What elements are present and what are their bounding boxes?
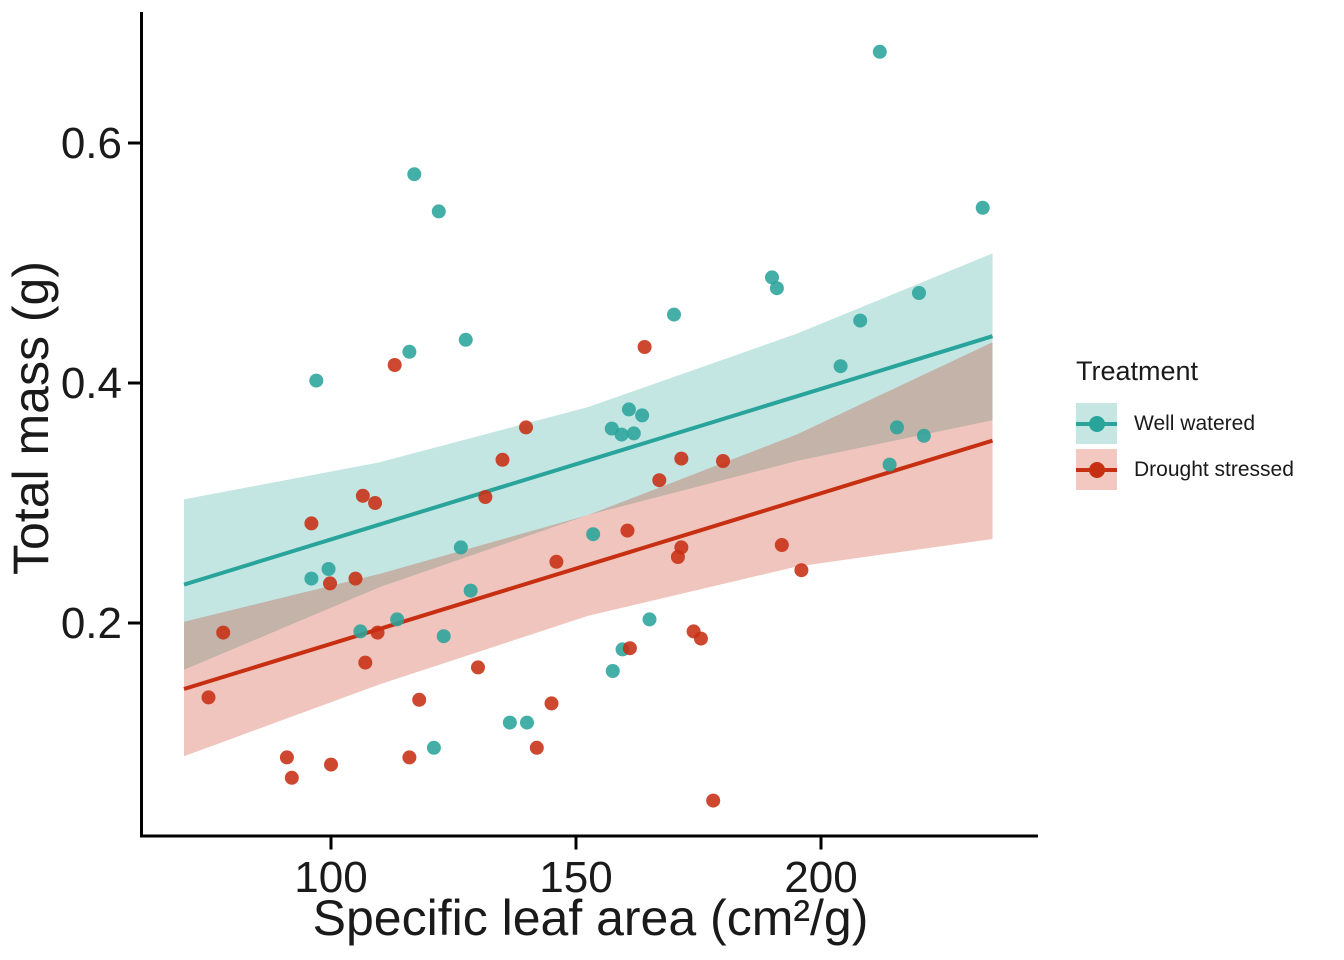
data-point-well-watered <box>889 420 904 435</box>
x-tick-label: 150 <box>539 853 612 902</box>
data-point-drought-stressed <box>674 451 689 466</box>
data-point-well-watered <box>463 583 478 598</box>
data-point-drought-stressed <box>529 740 544 755</box>
data-point-drought-stressed <box>402 750 417 765</box>
data-point-well-watered <box>853 313 868 328</box>
legend-label-drought-stressed: Drought stressed <box>1134 457 1294 481</box>
data-point-well-watered <box>975 200 990 215</box>
data-point-well-watered <box>304 571 319 586</box>
data-point-drought-stressed <box>652 473 667 488</box>
data-point-drought-stressed <box>706 793 721 808</box>
y-tick-label: 0.4 <box>61 359 122 408</box>
data-point-well-watered <box>458 332 473 347</box>
legend-key-drought-stressed <box>1076 449 1117 490</box>
data-point-well-watered <box>309 373 324 388</box>
data-point-well-watered <box>453 540 468 555</box>
data-point-drought-stressed <box>279 750 294 765</box>
data-point-well-watered <box>390 612 405 627</box>
data-point-drought-stressed <box>324 757 338 772</box>
data-point-drought-stressed <box>794 563 809 578</box>
data-point-drought-stressed <box>355 488 370 503</box>
regression-line-well-watered <box>183 334 994 587</box>
x-tick-label: 100 <box>294 853 367 902</box>
data-point-drought-stressed <box>370 625 385 640</box>
data-point-drought-stressed <box>348 571 363 586</box>
regression-line-drought-stressed <box>183 438 994 691</box>
data-point-well-watered <box>407 167 422 182</box>
data-point-well-watered <box>426 740 441 755</box>
data-point-well-watered <box>916 428 931 443</box>
legend-key-dot-icon <box>1088 415 1105 432</box>
data-point-drought-stressed <box>716 454 730 468</box>
data-point-well-watered <box>402 344 417 359</box>
x-tick-label: 200 <box>784 853 857 902</box>
data-point-drought-stressed <box>693 631 708 646</box>
data-point-well-watered <box>520 715 534 730</box>
legend-entry-well-watered: Well watered <box>1076 403 1294 444</box>
data-point-well-watered <box>621 402 636 417</box>
data-point-drought-stressed <box>201 690 216 705</box>
data-point-well-watered <box>586 527 601 542</box>
legend: Treatment Well watered Drought stressed <box>1076 356 1294 495</box>
ci-ribbon-drought-stressed <box>184 342 993 757</box>
data-point-well-watered <box>882 457 897 472</box>
data-point-drought-stressed <box>637 340 652 354</box>
legend-label-well-watered: Well watered <box>1134 411 1255 435</box>
data-point-well-watered <box>436 629 451 644</box>
data-point-well-watered <box>635 408 650 423</box>
data-point-well-watered <box>614 427 629 442</box>
data-point-well-watered <box>765 270 779 285</box>
data-point-drought-stressed <box>549 554 564 569</box>
data-point-drought-stressed <box>544 696 559 711</box>
legend-entry-drought-stressed: Drought stressed <box>1076 449 1294 490</box>
data-point-drought-stressed <box>358 655 373 670</box>
data-point-well-watered <box>605 664 620 678</box>
data-point-well-watered <box>321 562 336 576</box>
y-tick-label: 0.6 <box>61 119 122 168</box>
data-point-drought-stressed <box>495 452 510 467</box>
legend-title: Treatment <box>1076 356 1199 386</box>
x-axis-title: Specific leaf area (cm²/g) <box>312 890 869 946</box>
y-tick-label: 0.2 <box>61 599 122 648</box>
data-point-drought-stressed <box>622 641 637 656</box>
data-point-well-watered <box>642 612 657 627</box>
data-point-well-watered <box>353 624 368 639</box>
data-point-drought-stressed <box>519 420 534 435</box>
data-point-drought-stressed <box>774 538 789 552</box>
data-point-drought-stressed <box>471 660 485 675</box>
data-point-drought-stressed <box>412 692 427 707</box>
data-point-well-watered <box>667 307 681 322</box>
data-point-well-watered <box>912 286 926 300</box>
data-point-well-watered <box>769 281 784 296</box>
data-point-drought-stressed <box>368 496 383 510</box>
data-point-well-watered <box>502 715 517 730</box>
data-point-well-watered <box>431 204 446 219</box>
data-point-drought-stressed <box>478 490 493 504</box>
y-axis-title: Total mass (g) <box>3 261 59 575</box>
data-point-drought-stressed <box>387 358 402 372</box>
data-point-drought-stressed <box>284 770 299 785</box>
data-point-drought-stressed <box>216 625 231 640</box>
data-point-drought-stressed <box>670 550 685 564</box>
data-point-well-watered <box>833 359 848 374</box>
legend-key-well-watered <box>1076 403 1117 444</box>
legend-key-dot-icon <box>1088 461 1105 478</box>
data-point-drought-stressed <box>304 516 319 531</box>
data-point-drought-stressed <box>620 523 635 538</box>
data-point-well-watered <box>626 426 641 441</box>
data-point-well-watered <box>872 44 887 59</box>
data-point-drought-stressed <box>323 576 338 591</box>
